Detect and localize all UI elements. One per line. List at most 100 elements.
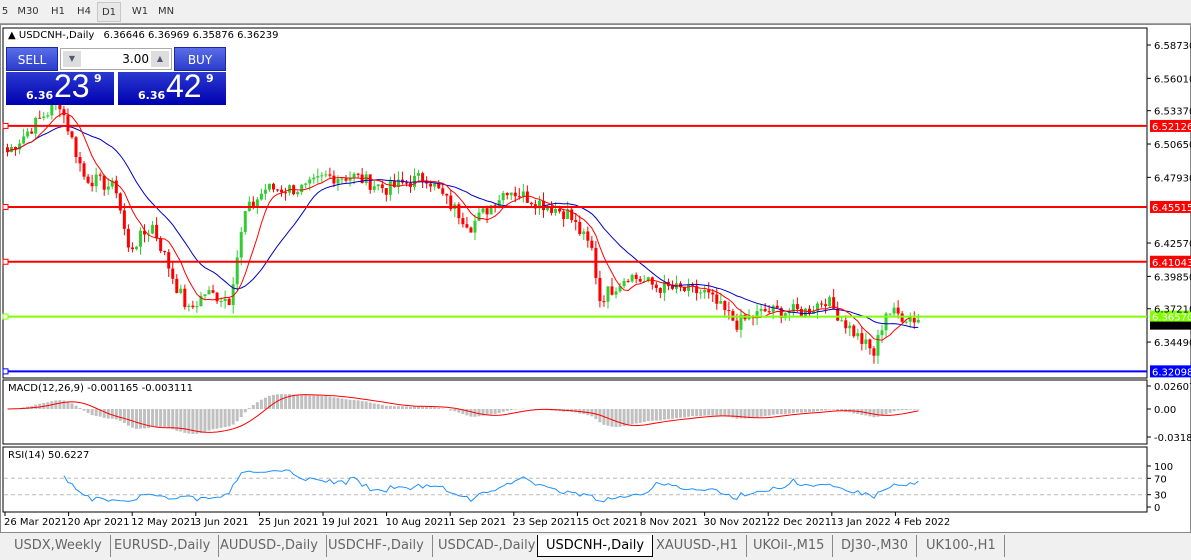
macd-bar [90,409,94,416]
candle-body [70,131,74,138]
chart-tab[interactable]: USDCNH-,Daily [537,535,654,557]
candle [791,299,795,317]
chart-tab[interactable]: USDCAD-,Daily [430,535,545,557]
price-chart[interactable]: 6.52126 6.45515 6.41043 6.36570 6.32098 6.587… [0,0,1191,533]
macd-bar [231,409,235,425]
candle [421,171,425,189]
candle-body [465,224,469,228]
candle-body [243,211,247,233]
chart-tab[interactable]: USDCHF-,Daily [320,535,433,557]
macd-bar [235,409,239,422]
candle-body [586,231,590,241]
macd-bar [86,409,90,414]
candle-body [396,179,400,187]
level-price-label: 6.41043 [1152,258,1191,269]
candle-body [719,301,723,304]
candle [320,172,324,183]
timeframe-h1[interactable]: H1 [51,6,65,17]
macd-bar [912,409,916,410]
macd-bar [461,409,465,415]
candle [328,167,332,178]
chart-tab[interactable]: USDX,Weekly [6,535,111,557]
candle-body [66,115,70,132]
candle-body [602,301,606,303]
chart-tab[interactable]: AUDUSD-,Daily [212,535,327,557]
macd-bar [812,409,815,412]
candle-body [707,289,711,293]
candle-body [546,207,550,211]
macd-label: MACD(12,26,9) -0.001165 -0.003111 [8,383,193,394]
macd-bar [227,409,231,427]
candle [739,309,743,338]
chart-tab[interactable]: UKOil-,M15 [745,535,834,557]
chart-tab[interactable]: UK100-,H1 [918,535,1005,557]
increase-lots-icon[interactable]: ▲ [151,51,169,67]
timeframe-5[interactable]: 5 [1,6,9,17]
macd-bar [699,409,703,417]
macd-bar [300,395,304,409]
candle [485,205,489,223]
candle [122,203,126,236]
timeframe-h4[interactable]: H4 [77,6,91,17]
candle [296,190,300,197]
candle [779,306,783,324]
buy-button[interactable]: BUY [174,47,226,71]
candle [872,345,876,364]
timeframe-d1[interactable]: D1 [97,2,121,22]
candle-body [259,193,263,200]
lot-size-stepper[interactable]: ▼ 3.00 ▲ [60,48,172,70]
macd-bar [34,404,38,409]
level-handle [2,258,9,265]
candle [844,315,848,334]
macd-bar [425,406,429,409]
macd-bar [195,409,199,434]
macd-bar [304,395,308,409]
candle-body [509,192,513,196]
macd-bar [904,409,908,411]
candle [574,212,578,231]
macd-bar [66,401,70,409]
macd-bar [481,409,485,416]
candle [634,272,638,284]
macd-bar [703,409,707,416]
candle [284,187,288,201]
candle-body [807,308,811,314]
level-price-label: 6.36570 [1152,313,1191,324]
candle-body [207,290,211,295]
macd-bar [187,409,191,434]
decrease-lots-icon[interactable]: ▼ [63,51,81,67]
candle-body [122,210,126,229]
buy-price[interactable]: 6.36 42 9 [118,68,226,105]
timeframe-w1[interactable]: W1 [131,6,149,17]
candle-body [288,185,292,193]
macd-bar [215,409,219,429]
lot-size-input[interactable]: 3.00 [122,52,149,66]
candle [191,300,195,309]
candle [106,178,110,195]
candle [6,143,9,157]
timeframe-mn[interactable]: MN [157,6,175,17]
chart-tab[interactable]: EURUSD-,Daily [106,535,220,557]
chart-tab[interactable]: DJ30-,M30 [833,535,917,557]
slow-moving-average [7,125,919,328]
sell-price[interactable]: 6.36 23 9 [6,68,114,105]
chart-tab[interactable]: XAUUSD-,H1 [648,535,747,557]
collapse-triangle-icon[interactable]: ▲ [8,30,19,41]
candle-body [816,303,820,311]
candle-body [231,284,235,306]
macd-bar [888,409,892,413]
candle [86,173,90,185]
sell-button[interactable]: SELL [6,47,58,71]
macd-bar [711,409,715,416]
candle-body [880,330,884,336]
candle [138,227,142,255]
macd-bar [138,409,142,429]
candle [812,305,815,314]
candle-body [352,173,356,179]
rsi-tick-label: 70 [1154,474,1167,485]
candle [602,295,606,307]
macd-bar [211,409,215,430]
candle [626,278,630,283]
timeframe-m30[interactable]: M30 [17,6,39,17]
candle [654,281,658,293]
